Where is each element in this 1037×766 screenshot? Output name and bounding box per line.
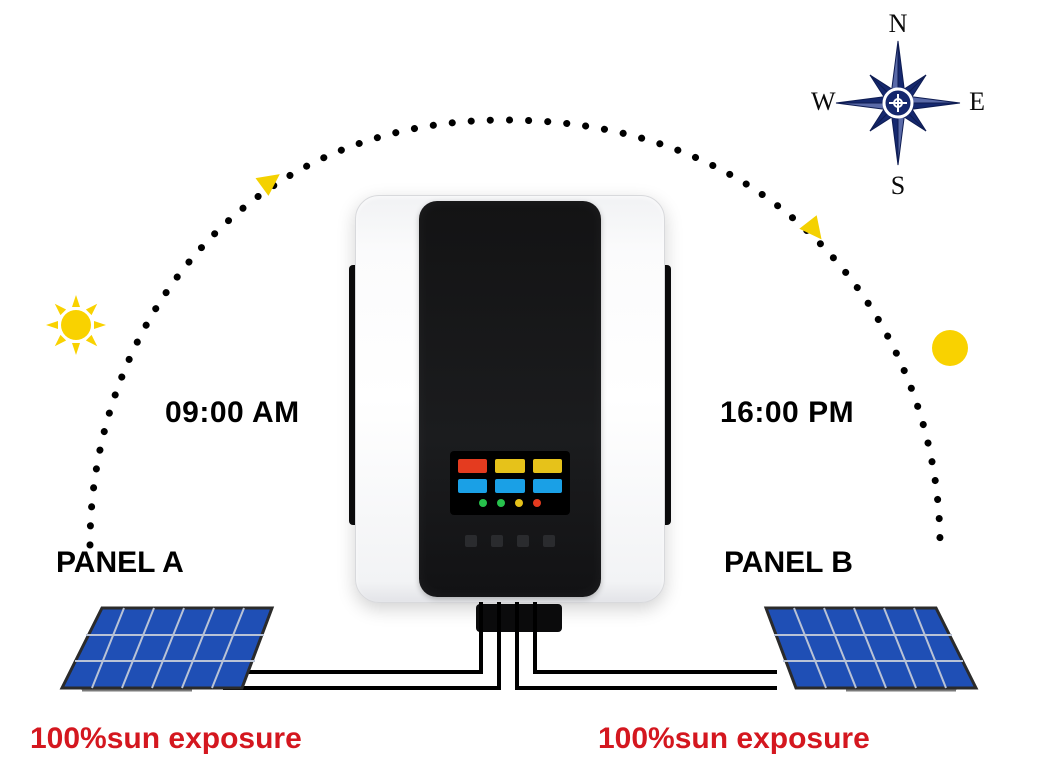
sunpath-arrow-right: [799, 215, 830, 246]
indicator-icon: [517, 535, 529, 547]
panel-b-label: PANEL B: [724, 546, 853, 580]
sun-morning-icon: [44, 293, 108, 357]
screen-seg: [533, 479, 562, 493]
inverter-screen: [450, 451, 570, 515]
compass-s-label: S: [891, 171, 905, 198]
screen-dots: [458, 499, 562, 507]
compass-e-label: E: [969, 87, 985, 116]
screen-row-1: [458, 459, 562, 473]
screen-seg: [495, 459, 524, 473]
screen-dot: [497, 499, 505, 507]
solar-panel-a: [42, 590, 282, 710]
inverter-face: [419, 201, 601, 597]
indicator-icon: [465, 535, 477, 547]
screen-dot: [515, 499, 523, 507]
time-morning-label: 09:00 AM: [165, 396, 300, 430]
diagram-stage: N E S W: [0, 0, 1037, 766]
panel-a-exposure: 100%sun exposure: [30, 722, 302, 756]
solar-panel-b: [756, 590, 996, 710]
screen-seg: [458, 479, 487, 493]
indicator-icon: [543, 535, 555, 547]
inverter-indicator-row: [465, 535, 555, 547]
indicator-icon: [491, 535, 503, 547]
inverter-device: [355, 195, 665, 603]
panel-a-label: PANEL A: [56, 546, 184, 580]
screen-seg: [458, 459, 487, 473]
screen-seg: [533, 459, 562, 473]
inverter-connector-block: [476, 604, 562, 632]
screen-seg: [495, 479, 524, 493]
compass-n-label: N: [889, 9, 908, 38]
screen-dot: [533, 499, 541, 507]
screen-dot: [479, 499, 487, 507]
time-afternoon-label: 16:00 PM: [720, 396, 854, 430]
compass-rose: N E S W: [803, 8, 993, 198]
sun-afternoon-icon: [918, 316, 982, 380]
sunpath-arrow-left: [256, 165, 287, 196]
compass-w-label: W: [811, 87, 836, 116]
screen-row-2: [458, 479, 562, 493]
panel-b-exposure: 100%sun exposure: [598, 722, 870, 756]
